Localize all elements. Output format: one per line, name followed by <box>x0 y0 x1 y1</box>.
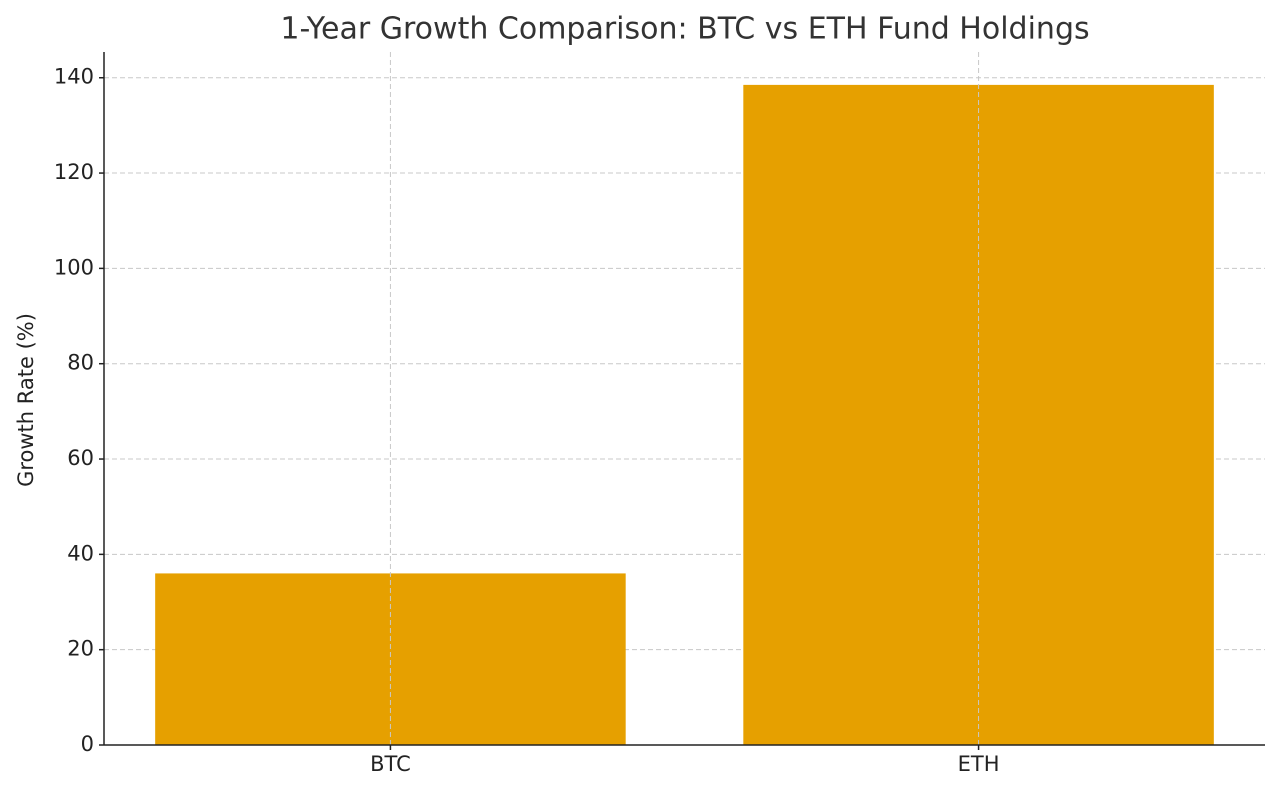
x-tick-label: BTC <box>370 752 411 776</box>
x-tick-label: ETH <box>958 752 1000 776</box>
y-tick-label: 120 <box>54 160 94 184</box>
y-axis-label: Growth Rate (%) <box>14 313 38 487</box>
y-tick-label: 0 <box>81 732 94 756</box>
y-tick-label: 60 <box>67 446 94 470</box>
y-tick-label: 140 <box>54 65 94 89</box>
y-tick-label: 80 <box>67 351 94 375</box>
chart-title: 1-Year Growth Comparison: BTC vs ETH Fun… <box>280 12 1089 47</box>
y-tick-label: 20 <box>67 637 94 661</box>
y-tick-label: 100 <box>54 255 94 279</box>
y-tick-label: 40 <box>67 541 94 565</box>
